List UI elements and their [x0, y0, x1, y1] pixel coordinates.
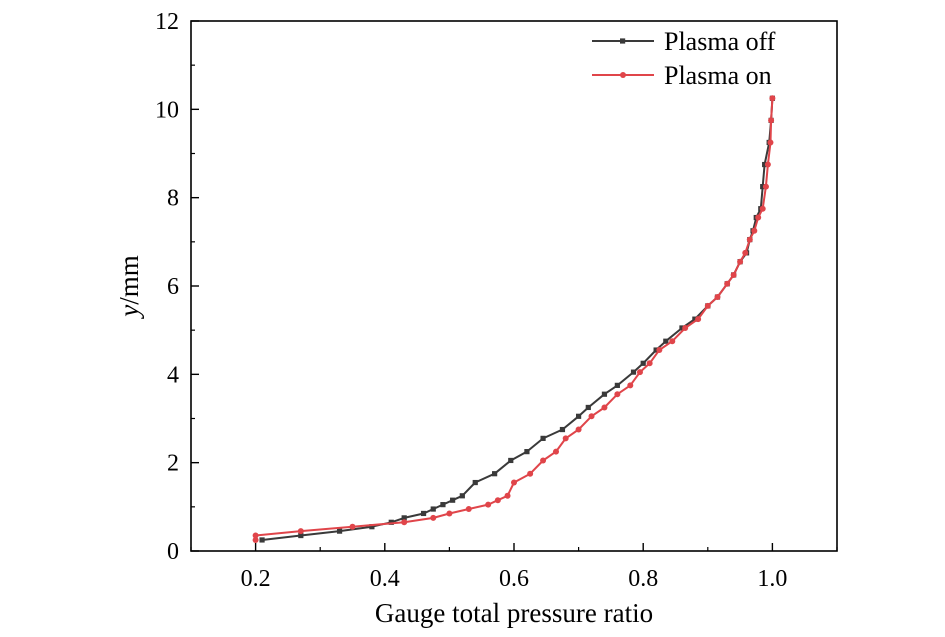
data-point-circle — [401, 519, 408, 526]
data-point-circle — [724, 280, 731, 287]
data-point-square — [420, 510, 427, 517]
data-point-circle — [730, 271, 737, 278]
data-point-square — [430, 506, 436, 512]
data-point-circle — [762, 183, 769, 190]
data-point-circle — [552, 448, 559, 455]
data-point-square — [663, 338, 669, 344]
data-point-square — [614, 382, 620, 388]
x-tick-label: 0.8 — [628, 566, 658, 592]
plot-series — [252, 95, 776, 543]
data-point-circle — [588, 413, 595, 420]
data-point-circle — [682, 324, 689, 331]
data-point-circle — [764, 161, 771, 168]
y-tick-label: 6 — [167, 274, 179, 300]
plot-frame — [190, 20, 838, 552]
data-point-circle — [759, 205, 766, 212]
data-point-circle — [656, 347, 663, 354]
legend: Plasma off Plasma on — [592, 27, 776, 90]
data-point-circle — [746, 236, 753, 243]
legend-marker-circle — [620, 72, 626, 78]
data-point-square — [630, 369, 637, 375]
data-point-circle — [704, 302, 711, 309]
data-point-circle — [601, 404, 608, 411]
data-point-circle — [714, 294, 721, 301]
data-point-circle — [504, 492, 511, 499]
data-point-circle — [540, 457, 547, 464]
data-point-square — [459, 493, 465, 499]
data-point-circle — [575, 426, 582, 433]
y-tick-label: 8 — [167, 186, 179, 212]
data-point-square — [762, 161, 768, 168]
x-tick-label: 0.6 — [499, 566, 529, 592]
data-point-circle — [349, 523, 356, 530]
data-point-square — [401, 515, 407, 521]
data-point-circle — [494, 497, 501, 504]
data-point-square — [336, 528, 343, 534]
data-point-square — [472, 479, 478, 486]
data-point-square — [508, 457, 514, 464]
data-point-square — [692, 316, 698, 322]
x-tick-label: 0.4 — [370, 566, 400, 592]
y-tick-label: 10 — [155, 97, 179, 123]
data-point-circle — [646, 360, 653, 367]
y-axis-title-italic: y — [114, 305, 144, 320]
legend-marker-square — [620, 38, 626, 44]
y-axis-title-unit: /mm — [114, 255, 144, 305]
data-point-circle — [614, 391, 621, 398]
data-point-circle — [751, 227, 758, 234]
data-point-square — [388, 519, 394, 525]
data-point-circle — [755, 214, 762, 221]
data-point-square — [640, 360, 646, 366]
data-point-circle — [511, 479, 517, 486]
data-point-circle — [430, 514, 437, 521]
data-point-square — [298, 532, 304, 539]
data-point-square — [440, 502, 446, 508]
data-point-circle — [446, 510, 453, 517]
data-point-square — [576, 413, 582, 419]
y-tick-label: 12 — [155, 9, 179, 35]
y-tick-label: 0 — [167, 539, 179, 565]
data-point-circle — [465, 506, 472, 513]
data-point-square — [540, 435, 546, 441]
data-point-square — [259, 537, 265, 543]
data-point-square — [760, 184, 766, 190]
data-point-circle — [669, 338, 676, 345]
data-point-circle — [485, 501, 492, 508]
data-point-circle — [627, 382, 634, 389]
data-point-circle — [562, 435, 569, 442]
data-point-circle — [252, 536, 259, 543]
data-point-square — [679, 325, 685, 331]
data-point-circle — [767, 139, 774, 146]
data-point-circle — [527, 470, 534, 477]
x-axis-title: Gauge total pressure ratio — [375, 598, 653, 628]
data-point-circle — [636, 369, 643, 376]
data-point-square — [601, 391, 608, 397]
data-point-square — [369, 524, 375, 530]
data-point-circle — [695, 316, 702, 323]
data-point-circle — [737, 258, 744, 265]
data-point-circle — [768, 117, 775, 124]
legend-label: Plasma on — [664, 61, 772, 90]
data-point-square — [450, 497, 456, 503]
data-point-circle — [252, 532, 259, 539]
data-point-square — [585, 404, 591, 411]
x-axis: 0.2 0.4 0.6 0.8 1.0 — [190, 543, 838, 592]
data-point-circle — [742, 249, 749, 256]
data-point-square — [524, 449, 530, 455]
x-tick-label: 1.0 — [757, 566, 787, 592]
data-point-circle — [769, 95, 776, 102]
data-point-circle — [297, 528, 304, 535]
data-point-square — [492, 471, 498, 477]
y-axis: 0 2 4 6 8 10 12 — [155, 9, 199, 565]
data-point-square — [653, 347, 659, 353]
y-axis-title: y/mm — [114, 255, 144, 320]
legend-label: Plasma off — [664, 27, 776, 56]
x-tick-label: 0.2 — [241, 566, 271, 592]
y-tick-label: 2 — [167, 451, 179, 477]
data-point-square — [559, 426, 566, 433]
y-tick-label: 4 — [167, 362, 179, 388]
